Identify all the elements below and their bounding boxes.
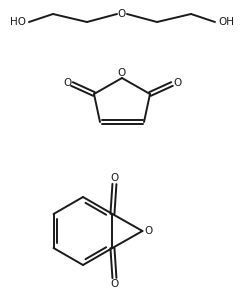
Text: O: O bbox=[118, 68, 126, 78]
Text: O: O bbox=[144, 226, 152, 236]
Text: OH: OH bbox=[218, 17, 234, 27]
Text: O: O bbox=[63, 78, 71, 88]
Text: O: O bbox=[173, 78, 181, 88]
Text: O: O bbox=[110, 173, 119, 183]
Text: O: O bbox=[118, 9, 126, 19]
Text: HO: HO bbox=[10, 17, 26, 27]
Text: O: O bbox=[110, 279, 119, 289]
